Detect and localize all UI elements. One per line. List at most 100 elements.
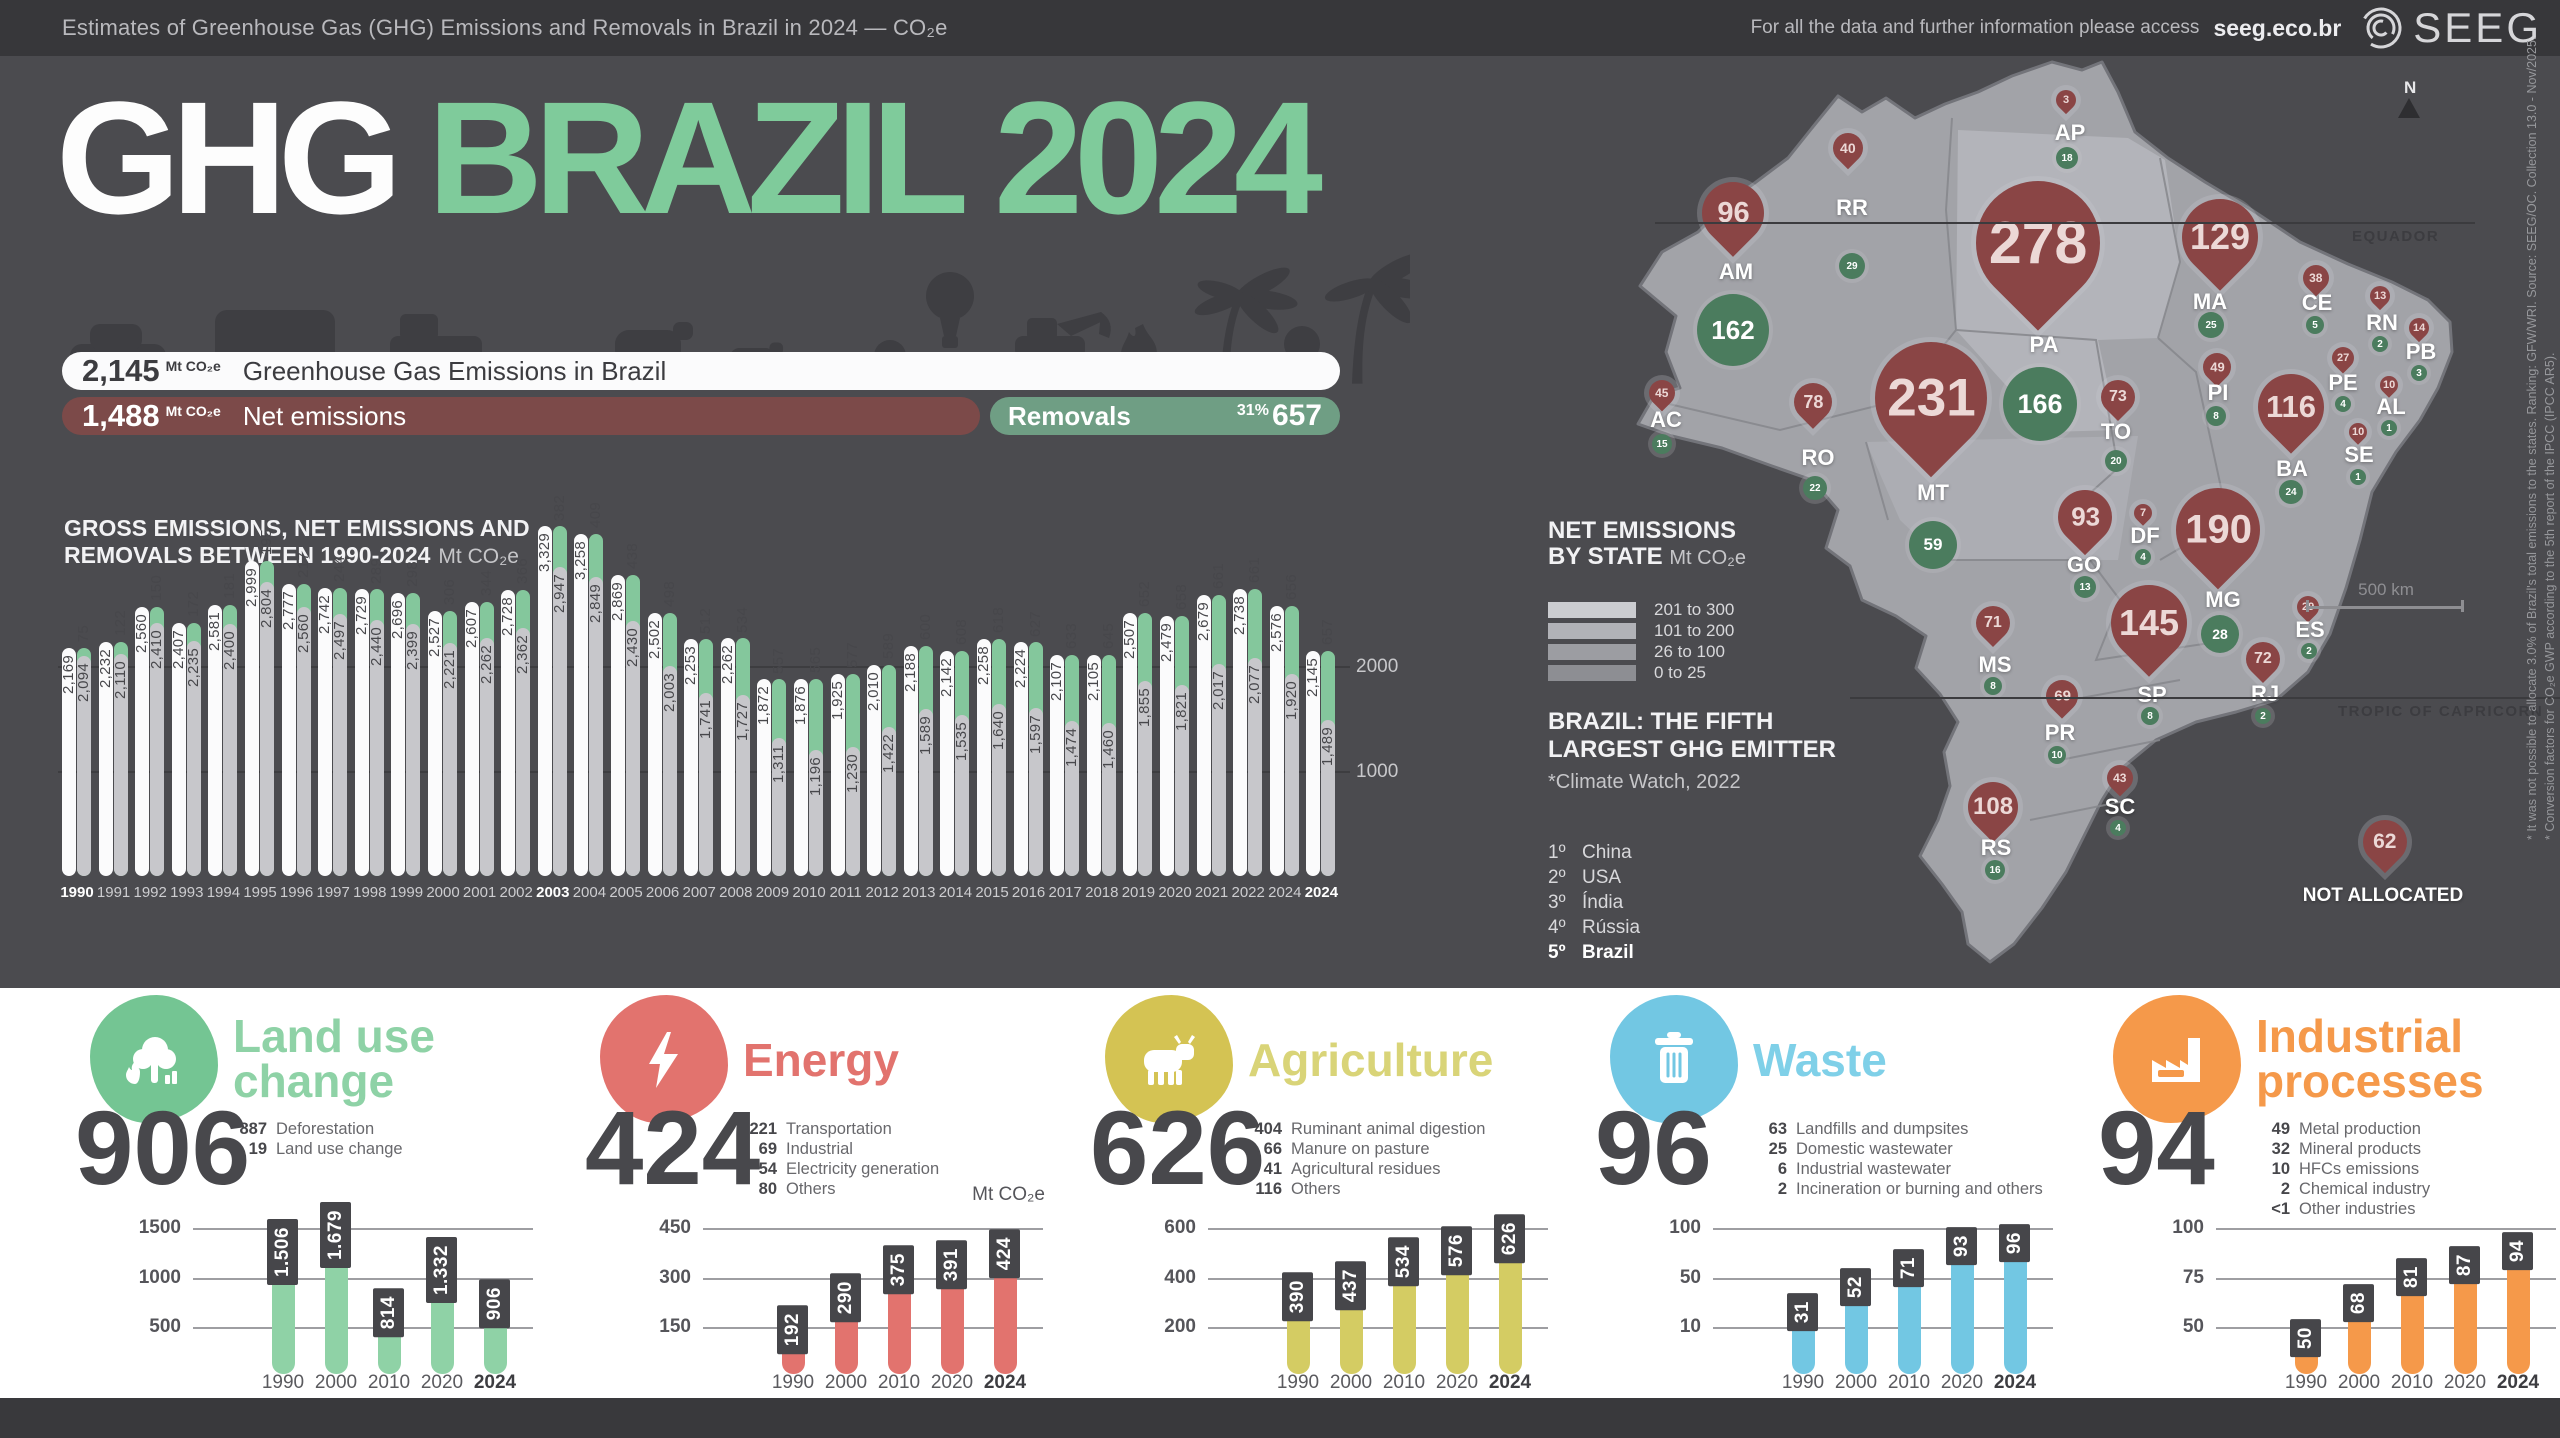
net-value-label: 2,497	[331, 620, 349, 660]
gross-value-label: 2,728	[499, 596, 517, 636]
state-label-to: TO	[2100, 419, 2132, 444]
breakdown-value: 66	[1263, 1140, 1282, 1158]
year-label: 2024	[1268, 884, 1302, 901]
state-removals-am: 162	[1697, 294, 1769, 366]
breakdown-label: Electricity generation	[786, 1160, 940, 1178]
mini-year-label: 1990	[261, 1372, 305, 1393]
year-label: 2021	[1194, 884, 1229, 901]
gross-emissions-value: 2,145	[82, 353, 160, 388]
gross-bar	[464, 602, 479, 876]
mini-value-label: 192	[777, 1305, 808, 1355]
hero-section: GHG BRAZIL 2024 2,145 Mt CO₂e	[0, 37, 2560, 988]
state-label-go: GO	[2066, 552, 2102, 577]
removals-value-label: 150	[148, 575, 166, 602]
emitter-ranking: BRAZIL: THE FIFTH LARGEST GHG EMITTER *C…	[1548, 708, 1888, 963]
gross-bar	[647, 613, 662, 876]
legend-row: 201 to 300	[1548, 600, 1734, 620]
industrial_processes-icon-blob	[2113, 995, 2241, 1123]
net-value-label: 2,410	[148, 629, 166, 669]
mini-year-label: 1990	[1276, 1372, 1320, 1393]
equator-line	[1655, 222, 2475, 224]
breakdown-row: 887 Deforestation	[215, 1120, 374, 1139]
net-value-label: 1,597	[1026, 715, 1044, 755]
gross-value-label: 1,872	[755, 686, 773, 726]
breakdown-value: <1	[2271, 1200, 2290, 1218]
gross-bar	[208, 604, 223, 876]
net-bar-column	[1065, 654, 1080, 876]
net-bar	[1101, 722, 1116, 876]
mini-year-label: 1990	[1781, 1372, 1825, 1393]
breakdown-label: Other industries	[2299, 1200, 2416, 1218]
state-removals-ba: 24	[2279, 480, 2303, 504]
removals-value-label: 600	[916, 614, 934, 641]
state-removals-rs: 16	[1985, 860, 2005, 880]
mini-gridline	[193, 1228, 533, 1230]
gross-bar	[1306, 650, 1321, 876]
year-label: 2024	[1304, 884, 1339, 901]
mini-value-label: 81	[2396, 1258, 2427, 1297]
net-bar	[1065, 721, 1080, 876]
mini-year-label: 2010	[1887, 1372, 1931, 1393]
page-title: GHG BRAZIL 2024	[56, 78, 1323, 238]
net-value-label: 1,589	[916, 716, 934, 756]
state-net-value: 45	[1655, 386, 1669, 401]
net-value-label: 2,235	[184, 648, 202, 688]
mini-value-label: 1.506	[267, 1219, 298, 1286]
breakdown-row: 19 Land use change	[215, 1140, 403, 1159]
map-scale-label: 500 km	[2358, 580, 2414, 599]
state-removals-to: 20	[2105, 450, 2127, 472]
ranking-row: 4º Rússia	[1548, 917, 1640, 939]
breakdown-label: Ruminant animal digestion	[1291, 1120, 1486, 1138]
mini-value-label: 906	[479, 1279, 510, 1329]
state-removals-pb: 3	[2411, 365, 2427, 381]
mini-value-label: 814	[373, 1288, 404, 1338]
state-label-mg: MG	[2205, 587, 2241, 612]
net-bar-column	[1175, 615, 1189, 876]
net-bar-column	[1028, 642, 1043, 876]
state-label-rs: RS	[1980, 835, 2012, 860]
panel-title-line: Industrial	[2256, 1010, 2464, 1062]
net-bar	[992, 703, 1006, 876]
year-label: 2005	[609, 884, 643, 901]
state-label-ms: MS	[1978, 652, 2012, 677]
ranking-country: Índia	[1582, 892, 1624, 913]
net-value-label: 1,741	[697, 700, 715, 740]
removals-value-label: 438	[624, 542, 641, 569]
compass-n-label: N	[2404, 78, 2417, 97]
net-bar-column	[1101, 654, 1116, 876]
mini-ytick: 200	[1164, 1316, 1196, 1337]
net-bar	[1138, 681, 1153, 876]
net-emissions-value: 1,488	[82, 398, 160, 433]
breakdown-value: 25	[1768, 1140, 1787, 1158]
net-value-label: 2,440	[367, 626, 385, 666]
mini-gridline	[1713, 1228, 2053, 1230]
breakdown-row: 49 Metal production	[2238, 1120, 2421, 1139]
gross-bar	[1233, 588, 1248, 876]
net-bar	[662, 665, 677, 876]
state-label-es: ES	[2295, 617, 2325, 642]
net-bar	[150, 622, 165, 876]
net-value-label: 1,474	[1063, 728, 1081, 768]
state-removals-pa: 166	[2003, 367, 2077, 441]
header-site-link[interactable]: seeg.eco.br	[2213, 14, 2342, 41]
removals-value-label: 122	[111, 609, 129, 636]
state-label-ma: MA	[2192, 289, 2228, 314]
net-bar-column	[735, 638, 750, 876]
mini-gridline	[1208, 1278, 1548, 1280]
removals-value-label: 627	[1026, 610, 1044, 637]
net-bar-column	[662, 613, 677, 876]
net-bar-column	[552, 526, 567, 876]
net-bar	[479, 638, 494, 876]
net-bar	[1175, 684, 1189, 876]
factory-icon	[2152, 1038, 2200, 1082]
mini-gridline	[193, 1327, 533, 1329]
removals-label: Removals	[1008, 400, 1131, 431]
breakdown-label: Deforestation	[276, 1120, 375, 1138]
state-label-rn: RN	[2366, 310, 2398, 335]
gross-bar	[245, 561, 259, 876]
state-net-value: 96	[1716, 196, 1750, 229]
mini-ytick: 50	[1679, 1267, 1701, 1288]
net-bar-column	[1284, 605, 1299, 876]
gross-value-label: 2,258	[975, 645, 992, 685]
mini-year-label: 2010	[1382, 1372, 1426, 1393]
